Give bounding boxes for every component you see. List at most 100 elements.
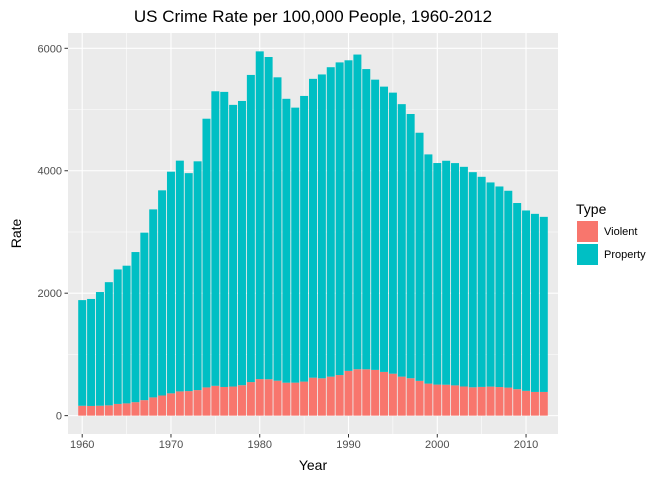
bar-property-1978 [237,100,246,386]
legend-title: Type [576,201,607,217]
bar-property-1989 [335,62,344,376]
bar-violent-1962 [95,405,104,416]
bar-violent-1977 [229,386,238,416]
bar-violent-2001 [442,384,451,416]
bar-violent-1961 [87,405,96,416]
bar-property-1987 [317,74,326,379]
bar-property-2008 [504,190,513,388]
x-axis-title: Year [299,457,328,473]
y-axis-title: Rate [8,219,24,249]
bar-property-1975 [211,91,220,386]
bar-violent-1992 [362,369,371,416]
bar-violent-1971 [175,391,184,416]
bar-violent-1967 [140,400,149,416]
bar-property-1988 [326,67,335,377]
legend: Type Violent Property [576,201,646,265]
bar-property-1968 [149,209,158,398]
bar-property-1966 [131,252,140,403]
bar-property-1990 [344,60,353,371]
bar-violent-2006 [486,386,495,416]
bar-violent-2005 [477,386,486,416]
bar-property-2004 [468,172,477,388]
bar-property-1970 [166,171,175,394]
bar-property-1994 [380,86,389,372]
stacked-bars [78,51,548,416]
x-tick-label: 1980 [247,439,271,451]
x-tick-label: 1960 [70,439,94,451]
bar-violent-1966 [131,402,140,416]
bar-violent-1979 [246,382,255,416]
bar-violent-1999 [424,383,433,416]
bar-property-2003 [459,166,468,387]
legend-label-violent: Violent [604,226,637,238]
x-tick-label: 1990 [336,439,360,451]
bar-property-2011 [530,213,539,392]
bar-property-2002 [451,163,460,386]
y-axis: 0 2000 4000 6000 [38,43,68,423]
bar-violent-2003 [459,386,468,416]
bar-violent-1990 [344,370,353,416]
bar-violent-1986 [309,377,317,416]
bar-violent-1989 [335,375,344,416]
bar-property-1963 [104,282,113,406]
bar-property-2006 [486,182,495,387]
bar-violent-1968 [149,397,158,416]
bar-property-1998 [415,132,424,381]
bar-violent-1975 [211,385,220,416]
bar-property-1981 [264,57,273,380]
bar-property-1979 [246,74,255,383]
legend-key-violent [577,221,598,242]
bar-violent-1963 [104,405,113,416]
bar-property-2000 [433,163,442,385]
y-tick-label: 6000 [38,43,62,55]
x-tick-label: 1970 [159,439,183,451]
bar-property-1974 [202,118,211,388]
chart-title: US Crime Rate per 100,000 People, 1960-2… [134,7,492,26]
bar-violent-2002 [451,385,460,416]
bar-violent-1987 [317,378,326,416]
bar-violent-1978 [237,385,246,416]
bar-violent-1985 [300,381,309,416]
bar-violent-1991 [353,369,362,416]
bar-violent-1995 [388,373,397,416]
bar-property-1964 [113,269,122,404]
y-tick-label: 2000 [38,288,62,300]
bar-property-1977 [229,104,238,387]
x-axis: 1960 1970 1980 1990 2000 2010 [70,434,538,451]
legend-items: Violent Property [577,221,646,265]
bar-violent-1984 [291,382,300,416]
legend-key-property [577,244,598,265]
bar-violent-1998 [415,380,424,416]
y-tick-label: 4000 [38,166,62,178]
bar-violent-1993 [371,369,380,416]
bar-property-2005 [477,176,486,387]
bar-violent-2009 [513,389,522,416]
bar-property-1993 [371,79,380,370]
bar-property-1995 [388,92,397,374]
y-tick-label: 0 [56,411,62,423]
bar-property-1991 [353,54,362,370]
bar-property-2007 [495,186,504,388]
bar-violent-1965 [122,403,131,416]
bar-violent-1988 [326,376,335,416]
bar-property-1961 [87,298,96,406]
bar-property-1960 [78,300,87,406]
bar-property-2010 [522,210,531,391]
bar-property-2009 [513,203,522,390]
bar-property-1967 [140,232,149,401]
bar-property-1984 [291,107,300,383]
x-tick-label: 2010 [514,439,538,451]
bar-violent-2007 [495,387,504,416]
bar-violent-1981 [264,379,273,416]
bar-property-1976 [220,91,229,387]
bar-property-1999 [424,154,433,384]
bar-violent-1964 [113,403,122,416]
bar-property-1997 [406,114,415,379]
bar-violent-1976 [220,386,229,416]
bar-violent-1970 [166,393,175,416]
bar-property-2001 [442,160,451,385]
bar-property-1996 [397,104,406,377]
bar-violent-1974 [202,387,211,416]
bar-property-1969 [158,190,167,396]
bar-violent-2000 [433,384,442,416]
